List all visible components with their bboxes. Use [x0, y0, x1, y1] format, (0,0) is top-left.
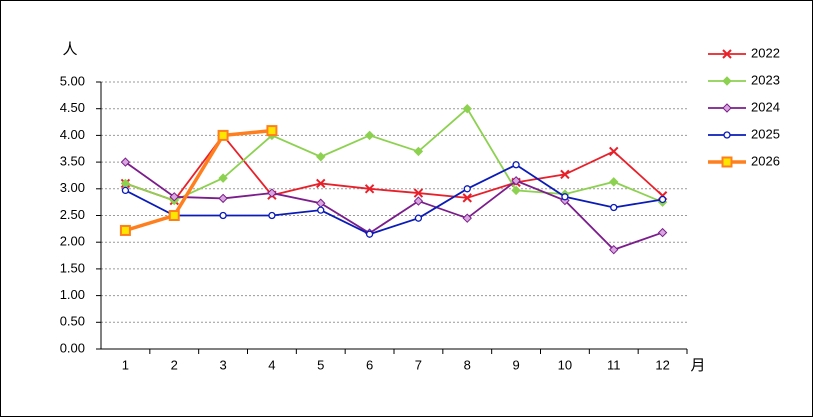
x-tick-label: 12	[655, 357, 669, 372]
y-tick-label: 2.00	[60, 234, 85, 249]
legend-label: 2023	[751, 72, 780, 87]
x-axis-label: 月	[690, 357, 705, 374]
x-tick-label: 10	[558, 357, 572, 372]
series-line	[124, 161, 663, 251]
y-tick-label: 4.50	[60, 100, 85, 115]
legend-marker	[722, 103, 732, 113]
point	[169, 192, 179, 202]
y-tick-label: 3.00	[60, 180, 85, 195]
legend-label: 2025	[751, 126, 780, 141]
point	[364, 184, 375, 194]
legend-label: 2026	[751, 153, 780, 168]
point	[658, 195, 667, 204]
y-tick-label: 2.50	[60, 207, 85, 222]
point	[657, 227, 668, 238]
x-tick-label: 1	[122, 357, 129, 372]
x-tick-label: 5	[317, 357, 324, 372]
y-tick-label: 1.00	[60, 287, 85, 302]
point	[414, 214, 423, 222]
point	[413, 188, 424, 198]
x-tick-label: 8	[464, 357, 471, 372]
x-tick-label: 2	[171, 357, 178, 372]
point	[609, 244, 619, 255]
x-tick-label: 6	[366, 357, 373, 372]
point	[610, 203, 618, 212]
point	[511, 185, 521, 196]
y-tick-label: 0.00	[60, 340, 85, 355]
point	[512, 161, 520, 169]
point	[609, 146, 619, 157]
point	[561, 193, 569, 201]
legend-marker	[721, 156, 733, 168]
point	[268, 211, 276, 220]
point	[317, 206, 325, 214]
point	[316, 178, 326, 189]
point	[462, 213, 472, 223]
point	[121, 186, 130, 195]
y-tick-label: 4.00	[60, 127, 85, 142]
point	[413, 146, 424, 157]
series-line	[125, 163, 663, 236]
point	[511, 176, 521, 186]
y-axis-label: 人	[62, 41, 77, 58]
point	[609, 177, 619, 187]
point	[560, 169, 570, 180]
point	[217, 129, 229, 141]
point	[413, 196, 424, 206]
series-line	[125, 107, 663, 203]
y-tick-label: 3.50	[60, 154, 85, 169]
point	[364, 130, 375, 141]
point	[120, 157, 131, 167]
point	[219, 211, 227, 220]
point	[462, 103, 472, 114]
y-tick-label: 0.50	[60, 314, 85, 329]
y-tick-label: 5.00	[60, 73, 85, 88]
point	[266, 125, 278, 137]
x-tick-label: 11	[607, 357, 621, 372]
point	[119, 224, 131, 236]
series-line	[124, 128, 273, 233]
point	[316, 152, 326, 162]
x-tick-label: 4	[268, 357, 275, 372]
legend-marker	[722, 76, 732, 86]
point	[365, 230, 374, 238]
point	[463, 185, 471, 193]
point	[267, 188, 277, 198]
x-tick-label: 3	[219, 357, 226, 372]
x-tick-label: 7	[415, 357, 422, 372]
legend-label: 2022	[751, 45, 780, 60]
point	[168, 210, 180, 221]
legend-label: 2024	[751, 99, 780, 114]
x-tick-label: 9	[512, 357, 519, 372]
y-tick-label: 1.50	[60, 260, 85, 275]
point	[218, 193, 228, 204]
legend-marker	[722, 49, 732, 59]
legend-marker	[723, 131, 731, 139]
point	[462, 193, 472, 203]
point	[218, 173, 228, 183]
